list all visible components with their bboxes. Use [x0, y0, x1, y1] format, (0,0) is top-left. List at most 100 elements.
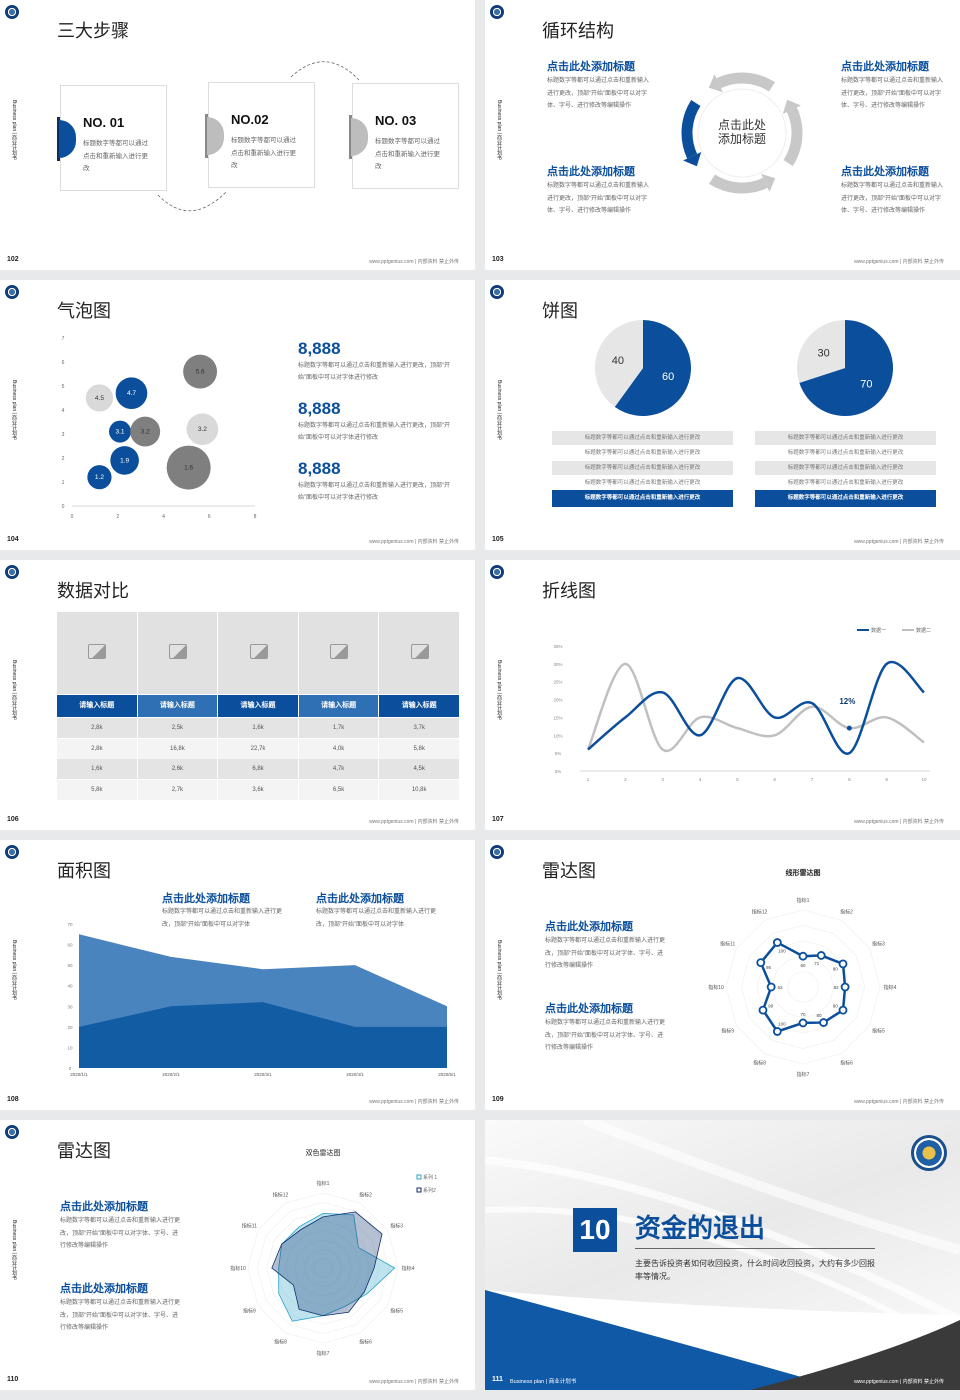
- radar-value-label: 62: [778, 985, 784, 990]
- slide-105[interactable]: Business plan | 商业计划书 饼图 105 www.pptgenius.…: [485, 280, 960, 550]
- legend-label: 数据二: [916, 627, 931, 634]
- footer-text: www.pptgenius.com | 内部资料 禁止外传: [369, 539, 459, 545]
- radar-grid-ring: [741, 925, 865, 1049]
- step-card[interactable]: [208, 82, 315, 188]
- sidebar-brand-text: Business plan | 商业计划书: [11, 1220, 17, 1281]
- table-cell: 16,8k: [137, 738, 218, 759]
- highlight-point: [846, 725, 852, 731]
- y-tick-label: 70: [67, 922, 73, 927]
- radar-title: 双色雷达图: [306, 1148, 341, 1157]
- slide-111-section-cover[interactable]: 10 资金的退出 主要告诉投资者如何收回投资，什么时间收回投资，大约有多少回报率…: [485, 1120, 960, 1390]
- image-add-icon: [88, 644, 107, 659]
- block-text: 标题数字等都可以通过点击和重新输入进行更改，顶部“开始”面板中可以对字体、字号、…: [60, 1218, 181, 1249]
- radar-grid-ring: [257, 1202, 389, 1334]
- pie-slice: [595, 320, 643, 407]
- slide-102[interactable]: Business plan | 商业计划书 三大步骤 102 www.pptgeniu…: [0, 0, 475, 270]
- school-logo-icon: [5, 5, 19, 19]
- cycle-diagram: [681, 72, 803, 194]
- center-title: 点击此处 添加标题: [717, 118, 766, 146]
- brand-text: Business plan | 商业计划书: [510, 1379, 577, 1385]
- page-number: 103: [492, 256, 504, 263]
- dashed-arc-top: [290, 61, 360, 81]
- legend-swatch: [416, 1174, 422, 1180]
- radar-point: [838, 1005, 848, 1015]
- pie-label: 30: [818, 347, 830, 359]
- footer-text: www.pptgenius.com | 内部资料 禁止外传: [369, 819, 459, 825]
- step-description: 标题数字等都可以通过点击和重新输入进行更改: [83, 140, 148, 172]
- bubble-label: 1.2: [95, 474, 104, 481]
- slide-107[interactable]: Business plan | 商业计划书 折线图 107 www.pptgenius…: [485, 560, 960, 830]
- slide-106[interactable]: Business plan | 商业计划书 数据对比 106 www.pptgeniu…: [0, 560, 475, 830]
- y-tick-label: 30: [67, 1004, 73, 1009]
- stat-value: 8,888: [298, 339, 341, 358]
- block-heading: 点击此处添加标题: [316, 893, 404, 905]
- bubble: [186, 413, 219, 446]
- slide-104[interactable]: Business plan | 商业计划书 气泡图 104 www.pptgenius…: [0, 280, 475, 550]
- radar-value-label: 71: [814, 961, 820, 966]
- step-marker-bar: [205, 114, 208, 158]
- radar-axis-label: 指标8: [274, 1339, 287, 1346]
- y-tick-label: 0: [62, 504, 65, 510]
- arrow-right-body: [783, 107, 803, 166]
- y-tick-label: 25%: [553, 680, 562, 685]
- page-number: 107: [492, 816, 504, 823]
- legend-label: 系列 1: [423, 1174, 437, 1181]
- bubble-label: 4.5: [95, 395, 104, 402]
- bubble: [85, 384, 114, 412]
- radar-point: [772, 938, 782, 947]
- stat-text: 标题数字等都可以通过点击和重新输入进行更改，顶部“开始”面板中可以对字体进行修改: [298, 363, 450, 381]
- highlight-label: 12%: [839, 697, 855, 706]
- y-tick-label: 30%: [553, 662, 562, 667]
- page-title: 循环结构: [542, 21, 614, 41]
- page-number: 108: [7, 1096, 19, 1103]
- radar-point: [819, 1018, 828, 1027]
- page-title: 雷达图: [57, 1141, 111, 1161]
- x-tick-label: 8: [254, 514, 257, 520]
- page-number: 104: [7, 536, 19, 543]
- y-tick-label: 0: [69, 1066, 72, 1071]
- radar-point: [772, 1027, 782, 1036]
- table-header-cell: 请输入标题: [218, 695, 298, 717]
- radar-value-label: 90: [768, 1004, 774, 1009]
- bubble-label: 3.2: [198, 426, 207, 433]
- block-text: 标题数字等都可以通过点击和重新输入进行更改，顶部“开始”面板中可以对字体、字号、…: [841, 78, 944, 109]
- step-number: NO.02: [231, 112, 269, 127]
- arrow-left-head: [683, 152, 702, 167]
- y-tick-label: 7: [62, 336, 65, 342]
- cover-background-waves: [485, 1120, 960, 1390]
- slide-108[interactable]: Business plan | 商业计划书 面积图 108 www.pptgenius…: [0, 840, 475, 1110]
- radar-point: [798, 1018, 808, 1028]
- table-cell: 2,8k: [57, 718, 137, 738]
- radar-axis-label: 指标10: [230, 1265, 246, 1272]
- section-number-box: 10: [573, 1208, 617, 1252]
- slide-109[interactable]: Business plan | 商业计划书 雷达图 109 www.pptgenius…: [485, 840, 960, 1110]
- footer-text: www.pptgenius.com | 内部资料 禁止外传: [369, 259, 459, 265]
- radar-axis-label: 指标5: [390, 1308, 403, 1315]
- table-cell: 4,5k: [379, 759, 459, 779]
- radar-grid-ring: [771, 955, 835, 1019]
- step-card[interactable]: [352, 83, 459, 189]
- pie-label: 60: [662, 371, 674, 383]
- bubble-chart: 0 2 4 6 8 0 1 2 3 4 5 6 7 1.2 1.9 3.1 3.2 4.5 4.7 5.6 3.2 1.6: [62, 336, 257, 520]
- step-description: 标题数字等都可以通过点击和重新输入进行更改: [231, 137, 296, 169]
- slide-103[interactable]: Business plan | 商业计划书 循环结构 103 www.pptgeniu…: [485, 0, 960, 270]
- slide-110[interactable]: Business plan | 商业计划书 雷达图 110 www.pptgenius…: [0, 1120, 475, 1390]
- y-tick-label: 5: [62, 384, 65, 390]
- step-number: NO. 03: [375, 113, 417, 128]
- school-logo-icon: [490, 5, 504, 19]
- y-tick-label: 20%: [553, 698, 562, 703]
- step-description: 标题数字等都可以通过点击和重新输入进行更改: [375, 138, 440, 170]
- y-tick-label: 2: [62, 456, 65, 462]
- radar-title: 线形雷达图: [786, 868, 821, 877]
- table-cell: 6,5k: [298, 779, 379, 800]
- footer-text: www.pptgenius.com | 内部资料 禁止外传: [369, 1099, 459, 1105]
- x-tick-label: 6: [208, 514, 211, 520]
- arrow-bottom-body: [709, 174, 768, 194]
- bubble: [110, 446, 139, 475]
- pie-legend-row: 标题数字等都可以通过点击和重新输入进行更改: [787, 480, 904, 486]
- page-number: 106: [7, 816, 19, 823]
- arrow-top-head: [708, 74, 723, 93]
- arrow-bottom-head: [761, 173, 776, 192]
- pie-legend-row: 标题数字等都可以通过点击和重新输入进行更改: [552, 431, 733, 445]
- radar-axis-label: 指标1: [317, 1180, 330, 1187]
